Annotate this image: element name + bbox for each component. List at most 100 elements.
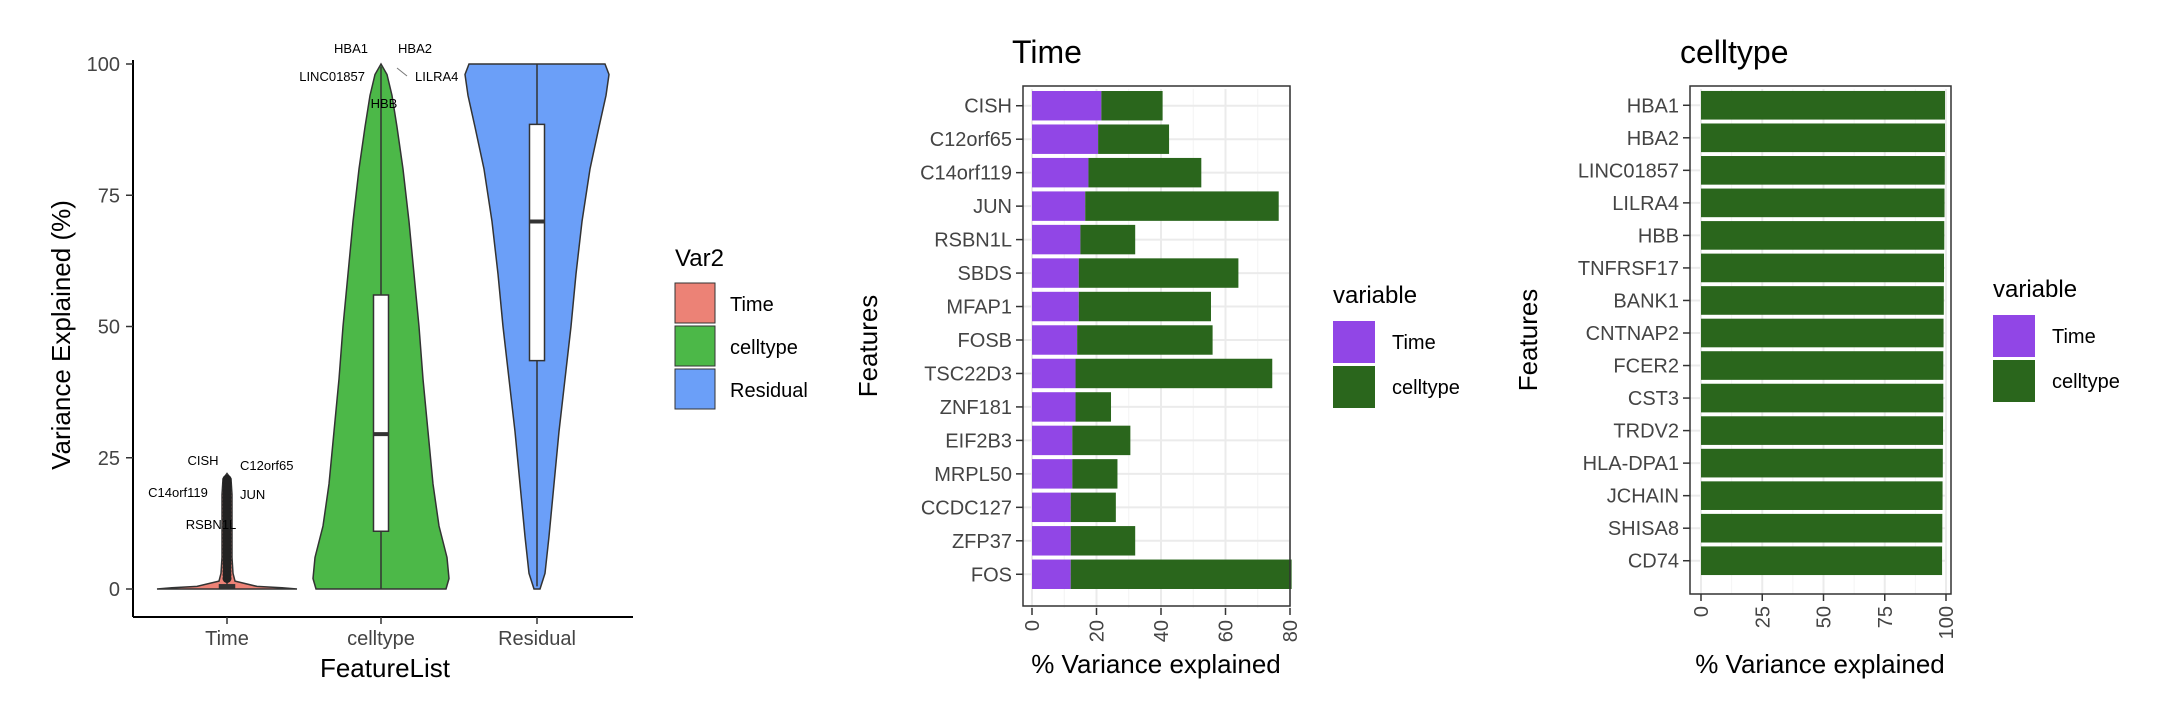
bar-time-jun	[1032, 191, 1086, 221]
y-tick-label: CST3	[1628, 388, 1679, 410]
panel-title: Time	[1012, 34, 1082, 70]
y-tick-label: HBA1	[1627, 95, 1679, 117]
annotation-label: HBA2	[398, 41, 432, 56]
legend-title: Var2	[675, 245, 724, 272]
bar-celltype-fos	[1070, 559, 1292, 589]
y-tick-label: MFAP1	[946, 297, 1012, 319]
legend: Var2 Time celltype Residual	[674, 245, 808, 410]
bar-celltype-sbds	[1078, 258, 1239, 288]
bar-celltype-cst3	[1701, 383, 1944, 413]
x-tick-label: 60	[1216, 620, 1238, 642]
bar-celltype-c12orf65	[1098, 124, 1170, 154]
bar-time-zfp37	[1032, 526, 1071, 556]
bar-celltype-shisa8	[1701, 513, 1943, 543]
bar-time-sbds	[1032, 258, 1079, 288]
x-axis-title: FeatureList	[320, 653, 451, 683]
x-tick-label: 75	[1875, 606, 1897, 628]
x-tick-label: 50	[1814, 606, 1836, 628]
y-tick-label: MRPL50	[934, 464, 1012, 486]
y-tick-label: ZFP37	[952, 531, 1012, 553]
annotation-label: LILRA4	[415, 69, 458, 84]
legend-title: variable	[1993, 276, 2077, 303]
y-tick-label: EIF2B3	[945, 430, 1012, 452]
x-tick-label: Time	[205, 628, 249, 650]
bar-celltype-cntnap2	[1701, 318, 1944, 348]
legend-label: Time	[2052, 326, 2096, 348]
bar-time-tsc22d3	[1032, 358, 1076, 389]
bar-celltype-c14orf119	[1088, 157, 1202, 188]
x-tick-label: Residual	[498, 628, 576, 650]
legend: variable Time celltype	[1993, 276, 2120, 402]
bar-celltype-jchain	[1701, 481, 1943, 510]
bar-celltype-tnfrsf17	[1701, 253, 1945, 283]
y-tick-label: CD74	[1628, 551, 1679, 573]
y-axis-title: Variance Explained (%)	[46, 200, 76, 470]
legend-swatch	[1333, 321, 1375, 363]
legend-swatch	[1993, 315, 2035, 357]
violin-panel: HBA1 HBA2 LINC01857 LILRA4 HBB CISH C12orf65 C1…	[46, 41, 808, 683]
y-tick-label: ZNF181	[940, 397, 1012, 419]
y-tick-label: FCER2	[1613, 356, 1679, 378]
bar-celltype-hba1	[1701, 90, 1946, 120]
legend-label: Time	[730, 294, 774, 316]
legend: variable Time celltype	[1333, 282, 1460, 408]
x-tick-label: celltype	[347, 628, 415, 650]
legend-swatch	[1993, 360, 2035, 402]
y-tick-label: HBA2	[1627, 128, 1679, 150]
y-tick-label: 50	[98, 317, 120, 339]
bar-time-mrpl50	[1032, 459, 1073, 489]
bar-celltype-lilra4	[1701, 188, 1945, 218]
y-tick-label: 25	[98, 448, 120, 470]
y-tick-label: JUN	[973, 196, 1012, 218]
time-bar-panel: Time CISH C12orf65 C14orf119 JUN RSBN1L SBDS M…	[853, 34, 1460, 679]
x-tick-label: 25	[1752, 606, 1774, 628]
bar-celltype-bank1	[1701, 286, 1944, 315]
outlier-point	[222, 474, 232, 484]
panel-border	[1022, 85, 1291, 607]
y-tick-label: FOSB	[958, 330, 1012, 352]
legend-label: celltype	[2052, 371, 2120, 393]
legend-swatch	[674, 368, 716, 410]
y-tick-label: HLA-DPA1	[1583, 453, 1679, 475]
bar-celltype-zfp37	[1070, 526, 1136, 556]
bar-celltype-rsbn1l	[1080, 224, 1136, 255]
legend-swatch	[674, 282, 716, 324]
y-axis-title: Features	[1513, 289, 1543, 392]
legend-label: celltype	[1392, 377, 1460, 399]
y-tick-label: SHISA8	[1608, 518, 1679, 540]
y-tick-label: 100	[87, 54, 120, 76]
y-tick-label: 0	[109, 579, 120, 601]
bar-celltype-hla-dpa1	[1701, 448, 1943, 478]
gene-annotations: HBA1 HBA2 LINC01857 LILRA4 HBB CISH C12orf65 C1…	[148, 41, 458, 532]
legend-label: Time	[1392, 332, 1436, 354]
y-tick-label: LINC01857	[1578, 160, 1679, 182]
legend-label: Residual	[730, 380, 808, 402]
bar-time-c14orf119	[1032, 157, 1089, 188]
y-tick-label: C12orf65	[930, 129, 1012, 151]
bar-time-rsbn1l	[1032, 224, 1081, 255]
box-residual	[528, 123, 546, 362]
bar-time-eif2b3	[1032, 425, 1073, 456]
bar-time-fos	[1032, 559, 1071, 589]
y-tick-label: TRDV2	[1613, 421, 1679, 443]
box-celltype	[372, 294, 390, 532]
y-tick-label: CISH	[964, 96, 1012, 118]
x-axis-title: % Variance explained	[1031, 649, 1281, 679]
bar-celltype-trdv2	[1701, 416, 1944, 445]
bar-celltype-tsc22d3	[1075, 358, 1273, 389]
y-tick-label: SBDS	[958, 263, 1012, 285]
y-tick-label: TNFRSF17	[1578, 258, 1679, 280]
annotation-label: HBA1	[334, 41, 368, 56]
annotation-label: C12orf65	[240, 458, 293, 473]
y-tick-label: LILRA4	[1612, 193, 1679, 215]
bar-celltype-fosb	[1077, 325, 1213, 355]
x-tick-label: 80	[1280, 620, 1302, 642]
bar-time-ccdc127	[1032, 492, 1071, 523]
annotation-label: CISH	[187, 453, 218, 468]
x-tick-label: 20	[1087, 620, 1109, 642]
bar-celltype-hba2	[1701, 123, 1946, 153]
legend-title: variable	[1333, 282, 1417, 309]
legend-swatch	[1333, 366, 1375, 408]
x-tick-label: 0	[1022, 620, 1044, 631]
